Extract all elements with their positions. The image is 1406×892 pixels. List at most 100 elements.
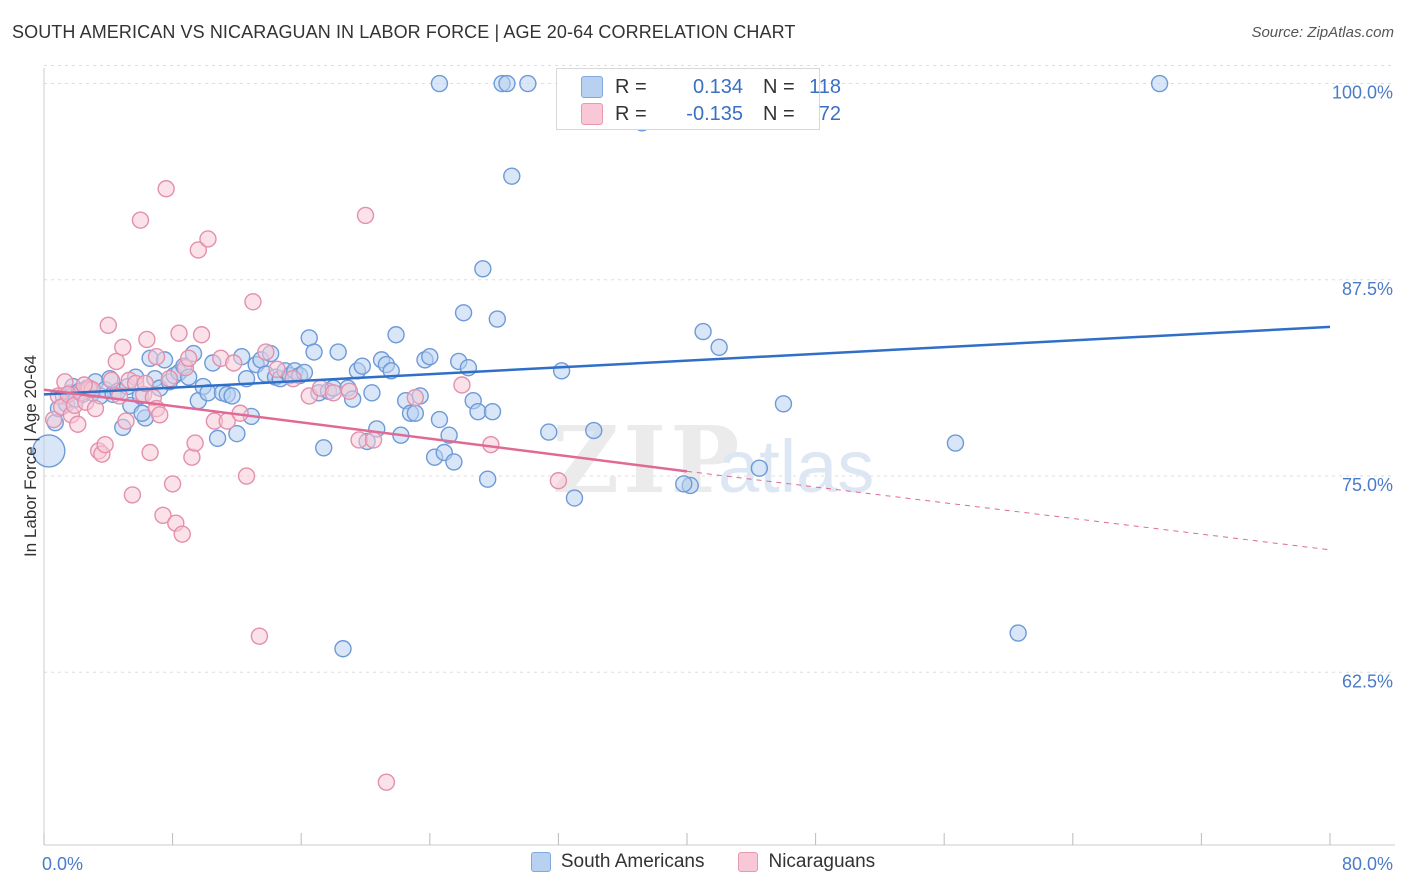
nicaraguan-point [268,360,286,378]
south-american-point [552,362,571,380]
nicaraguan-point [284,370,302,388]
south-american-point [565,489,584,507]
pink-legend-swatch-icon [738,852,759,872]
legend-item-south-americans[interactable]: South Americans [530,851,704,873]
nicaraguan-point [107,352,126,371]
south-american-point [488,310,507,328]
trend-lines [43,325,1331,551]
nicaraguan-point [350,431,368,449]
nicaraguan-point [406,388,425,407]
nicaraguan-point [237,467,256,485]
south-american-point [329,343,347,361]
south-american-point [334,640,352,658]
nicaraguans-trend-line [43,388,688,473]
nicaraguan-point [356,206,375,225]
nicaraguan-point [96,435,114,454]
south-american-point [445,453,463,471]
nicaraguan-point [257,343,275,361]
blue-swatch-icon [581,76,603,98]
south-american-point [32,434,66,468]
y-axis-label: In Labor Force | Age 20-64 [21,355,40,557]
nicaraguan-point [117,412,135,430]
r-value: 0.134 [692,75,743,98]
south-american-point [474,260,492,278]
x-tick-label-max: 80.0% [1342,854,1393,874]
nicaraguan-point [141,443,159,462]
south-american-point [430,410,449,429]
south-american-point [503,167,521,185]
n-label: N = [763,75,795,98]
nicaraguans-trend-extension [686,470,1331,551]
south-american-point [315,439,333,457]
nicaraguan-point [183,448,201,466]
south-american-point [387,326,405,344]
watermark-atlas: atlas [718,425,874,508]
south-american-point [519,74,537,93]
south-american-point [363,384,381,402]
south-american-point [305,343,323,361]
y-tick-label: 100.0% [1332,83,1393,103]
south-american-point [133,404,151,422]
stats-row-south-americans: R = 0.134 N = 118 [581,73,841,101]
r-label: R = [615,75,647,98]
south-american-point [774,395,793,413]
south-american-point [585,421,603,440]
nicaraguan-point [192,326,211,344]
nicaraguan-point [154,506,172,524]
south-american-point [406,404,425,422]
legend-item-nicaraguans[interactable]: Nicaraguans [738,851,875,873]
nicaraguan-point [102,371,121,389]
nicaraguan-point [123,486,142,504]
nicaraguan-point [453,376,471,394]
nicaraguan-point [138,330,156,349]
watermark: ZIP atlas [552,406,874,514]
blue-legend-swatch-icon [530,852,551,872]
nicaraguan-point [131,211,150,229]
nicaraguan-point [44,410,63,429]
nicaraguan-point [157,180,175,198]
r-value: -0.135 [686,102,743,125]
y-tick-label: 75.0% [1342,475,1393,495]
y-tick-label: 87.5% [1342,279,1393,299]
nicaraguan-point [99,316,118,335]
source-label: Source: ZipAtlas.com [1251,24,1394,41]
nicaraguan-point [69,415,87,433]
nicaraguan-point [186,434,204,452]
chart-legend: South Americans Nicaraguans [0,851,1406,873]
south-american-point [440,426,458,444]
south-american-point [694,322,712,341]
south-american-point [1150,74,1169,93]
south-american-point [208,429,227,448]
nicaraguan-point [189,241,208,259]
south-american-point [478,470,497,488]
tick-labels: 62.5% 75.0% 87.5% 100.0% 0.0% 80.0% [42,83,1393,874]
south-american-point [1009,624,1027,642]
y-tick-label: 62.5% [1342,671,1393,691]
nicaraguan-point [340,382,359,400]
south-american-point [498,74,516,93]
n-value: 118 [809,75,841,98]
r-label: R = [615,102,647,125]
nicaraguan-point [244,293,262,311]
south-american-point [946,434,965,452]
legend-label-nicaraguans: Nicaraguans [768,851,876,872]
nicaraguan-point [179,349,198,367]
nicaraguan-point [324,384,343,402]
nicaraguan-point [364,431,383,449]
south-american-point [430,74,449,93]
n-value: 72 [818,102,841,125]
x-tick-label-min: 0.0% [42,854,83,874]
south-american-point [710,338,728,357]
nicaraguan-point [160,370,179,388]
nicaraguan-point [170,324,188,342]
watermark-zip: ZIP [552,406,743,514]
nicaraguan-point [151,406,169,424]
grid-lines [44,65,1395,673]
pink-swatch-icon [581,103,603,125]
stats-legend-box: R = 0.134 N = 118 R = -0.135 N = 72 [556,68,841,130]
nicaraguan-point [250,627,269,645]
nicaraguan-point [114,338,132,357]
south-americans-trend-line [43,325,1331,396]
nicaraguan-point [147,348,166,366]
